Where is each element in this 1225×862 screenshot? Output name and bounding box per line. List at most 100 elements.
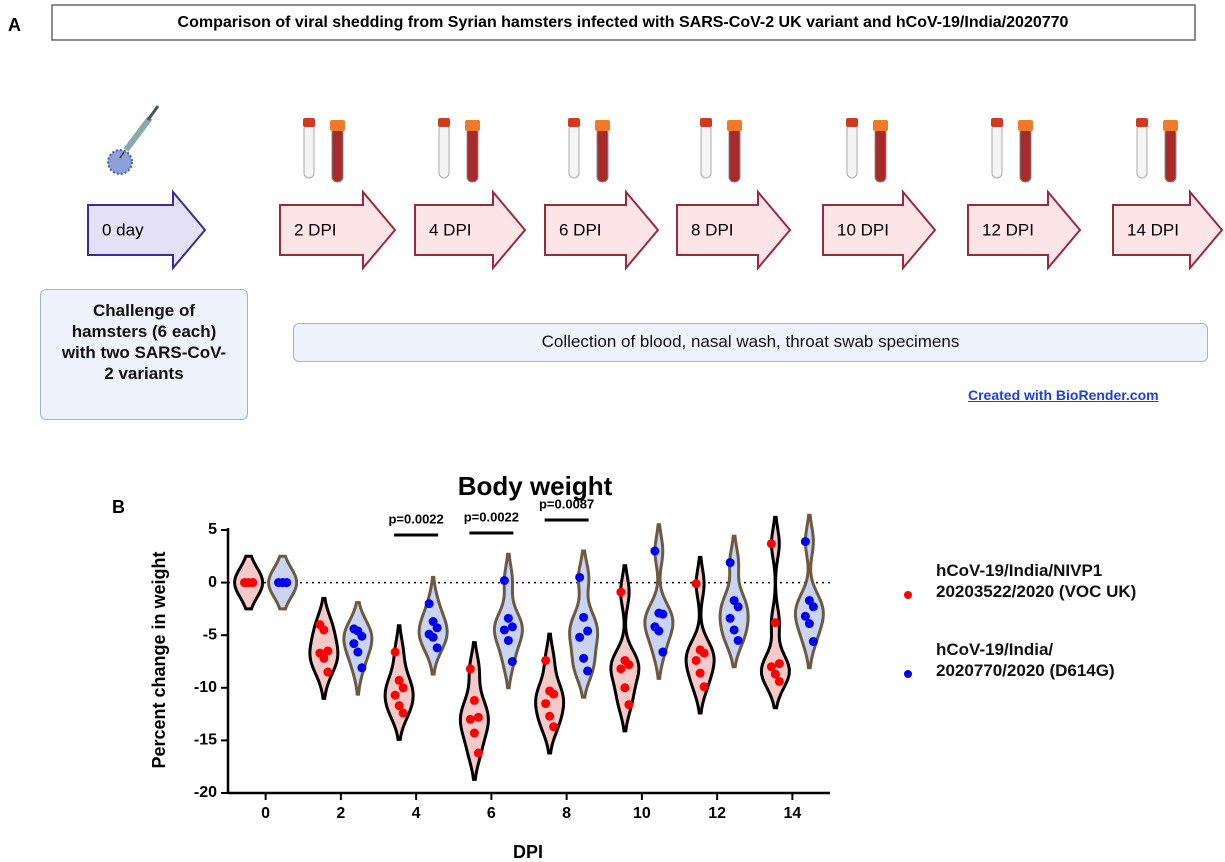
tube-cap xyxy=(438,118,450,127)
tube xyxy=(466,127,479,183)
data-point xyxy=(575,632,585,642)
x-tick-label: 4 xyxy=(412,805,421,822)
tube xyxy=(596,127,609,183)
data-point xyxy=(465,714,475,724)
data-point xyxy=(541,699,551,709)
tube xyxy=(303,123,315,179)
tube-cap xyxy=(873,120,888,131)
p-value: p=0.0022 xyxy=(388,511,443,526)
data-point xyxy=(349,639,359,649)
timeline-arrow xyxy=(967,189,1082,271)
tube xyxy=(846,123,858,179)
data-point xyxy=(808,602,818,612)
data-point xyxy=(353,647,363,657)
data-point xyxy=(424,599,434,609)
data-point xyxy=(583,626,593,636)
data-point xyxy=(579,612,589,622)
data-point xyxy=(499,575,509,585)
violin xyxy=(609,564,641,733)
data-point xyxy=(691,579,701,589)
legend-entry: hCoV-19/India/NIVP1 20203522/2020 (VOC U… xyxy=(936,561,1137,601)
data-point xyxy=(390,647,400,657)
credit-link[interactable]: Created with BioRender.com xyxy=(968,387,1159,403)
y-tick-label: -15 xyxy=(194,732,217,749)
data-point xyxy=(394,675,404,685)
panel-label: A xyxy=(8,15,21,35)
violin xyxy=(458,641,490,781)
data-point xyxy=(774,659,784,669)
x-tick-label: 10 xyxy=(633,805,651,822)
tube-cap xyxy=(595,120,610,131)
chart-title: Body weight xyxy=(458,471,613,501)
data-point xyxy=(774,676,784,686)
x-tick-label: 6 xyxy=(487,805,496,822)
p-value: p=0.0022 xyxy=(464,509,519,524)
data-point xyxy=(695,668,705,678)
timeline-arrow xyxy=(87,189,207,271)
data-point xyxy=(323,667,333,677)
tube-cap xyxy=(727,120,742,131)
data-point xyxy=(398,708,408,718)
data-point xyxy=(800,537,810,547)
timeline-label: 0 day xyxy=(102,220,144,239)
legend-marker xyxy=(904,670,912,678)
data-point xyxy=(541,655,551,665)
tube xyxy=(1019,127,1032,183)
data-point xyxy=(725,613,735,623)
x-tick-label: 8 xyxy=(562,805,571,822)
data-point xyxy=(804,619,814,629)
timeline-label: 12 DPI xyxy=(982,220,1034,239)
data-point xyxy=(469,728,479,738)
data-point xyxy=(808,637,818,647)
data-point xyxy=(733,635,743,645)
timeline-arrow xyxy=(1112,189,1224,271)
tube xyxy=(568,123,580,179)
data-point xyxy=(616,664,626,674)
data-point xyxy=(766,539,776,549)
legend-entry: hCoV-19/India/ 2020770/2020 (D614G) xyxy=(936,640,1115,680)
data-point xyxy=(323,646,333,656)
tube-cap xyxy=(700,118,712,127)
data-point xyxy=(473,748,483,758)
data-point xyxy=(432,623,442,633)
timeline-arrow xyxy=(822,189,937,271)
panel-title: Comparison of viral shedding from Syrian… xyxy=(178,14,1069,31)
data-point xyxy=(658,609,668,619)
tube-cap xyxy=(568,118,580,127)
data-point xyxy=(725,558,735,568)
data-point xyxy=(620,683,630,693)
data-point xyxy=(691,655,701,665)
violin xyxy=(643,523,675,680)
panel-label: B xyxy=(112,497,125,517)
data-point xyxy=(800,611,810,621)
data-point xyxy=(248,578,258,588)
data-point xyxy=(650,546,660,556)
tube-cap xyxy=(1163,120,1178,131)
data-point xyxy=(394,701,404,711)
data-point xyxy=(545,711,555,721)
y-tick-label: 5 xyxy=(208,521,217,538)
data-point xyxy=(319,625,329,635)
title-box xyxy=(51,4,1196,41)
data-point xyxy=(579,653,589,663)
tube xyxy=(700,123,712,179)
tube-cap xyxy=(465,120,480,131)
tube xyxy=(728,127,741,183)
tube-cap xyxy=(1136,118,1148,127)
tube xyxy=(1136,123,1148,179)
tube-cap xyxy=(1018,120,1033,131)
violin xyxy=(684,555,716,715)
timeline-arrow xyxy=(544,189,660,271)
data-point xyxy=(432,643,442,653)
y-tick-label: -5 xyxy=(203,626,217,643)
y-tick-label: -10 xyxy=(194,679,217,696)
data-point xyxy=(770,669,780,679)
tube xyxy=(438,123,450,179)
challenge-box: Challenge of hamsters (6 each) with two … xyxy=(40,289,248,420)
tube-cap xyxy=(330,120,345,131)
data-point xyxy=(507,622,517,632)
tube-cap xyxy=(846,118,858,127)
data-point xyxy=(549,722,559,732)
data-point xyxy=(390,690,400,700)
